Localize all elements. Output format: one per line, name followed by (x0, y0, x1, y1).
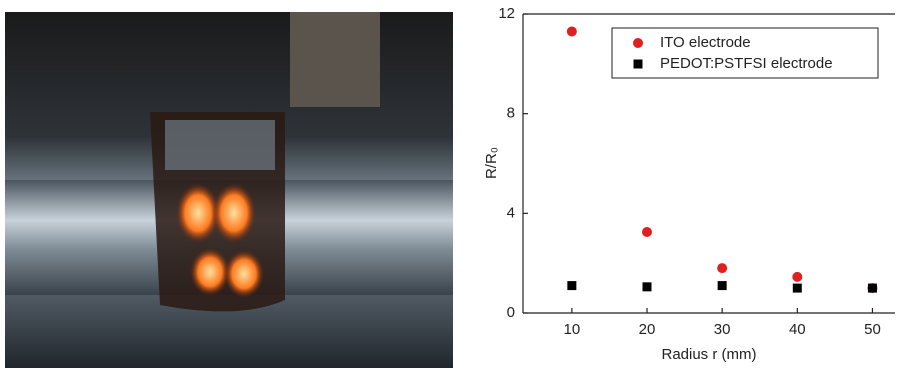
y-tick-label: 4 (507, 204, 515, 221)
y-tick-label: 12 (498, 5, 515, 22)
point (642, 227, 652, 238)
point (792, 271, 803, 282)
legend-marker (633, 38, 643, 48)
x-tick-label: 10 (564, 321, 581, 338)
y-tick-label: 0 (507, 304, 515, 321)
x-tick-label: 20 (639, 321, 656, 338)
y-axis-label: R/R₀ (483, 147, 500, 179)
x-tick-label: 50 (864, 321, 881, 338)
point (642, 282, 652, 292)
point (566, 26, 577, 37)
x-tick-label: 30 (714, 321, 731, 338)
legend-label: ITO electrode (660, 34, 751, 51)
x-axis-label: Radius r (mm) (661, 346, 756, 363)
photo (5, 12, 453, 368)
point (867, 283, 877, 293)
point (567, 281, 577, 291)
point (717, 281, 727, 291)
point (717, 263, 728, 274)
point (792, 283, 802, 293)
y-tick-label: 8 (507, 105, 515, 122)
legend-label: PEDOT:PSTFSI electrode (660, 55, 833, 72)
legend-box (611, 27, 879, 79)
x-tick-label: 40 (789, 321, 806, 338)
legend-marker (633, 59, 643, 69)
